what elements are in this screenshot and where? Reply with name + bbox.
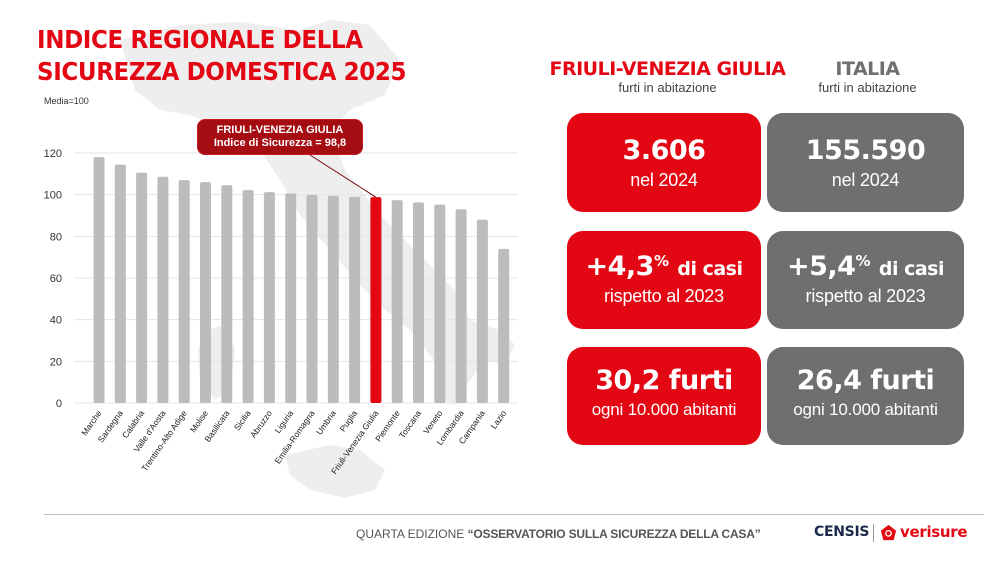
- region-change-unit: di casi: [677, 258, 743, 280]
- bar-umbria: [327, 195, 339, 403]
- bar-campania: [476, 219, 488, 403]
- censis-logo: CENSIS: [814, 524, 870, 540]
- italy-card-total: 155.590 nel 2024: [767, 113, 964, 212]
- x-tick-label: Lazio: [488, 408, 508, 431]
- italy-rate-value: 26,4 furti: [796, 365, 935, 396]
- italy-change-sub: rispetto al 2023: [805, 286, 926, 306]
- y-tick-label: 40: [50, 315, 62, 327]
- bar-veneto: [434, 204, 446, 403]
- region-subtitle: furti in abitazione: [618, 80, 717, 95]
- y-tick-label: 0: [56, 398, 62, 410]
- y-axis-ticks: 0 20 40 60 80 100 120: [44, 148, 62, 410]
- page-title: INDICE REGIONALE DELLA SICUREZZA DOMESTI…: [37, 24, 407, 88]
- bar-trentino-alto-adige: [178, 180, 190, 403]
- italy-change-unit: di casi: [878, 258, 945, 280]
- region-card-total: 3.606 nel 2024: [567, 113, 761, 212]
- bar-abruzzo: [263, 192, 275, 403]
- bar-valle-d-aosta: [157, 176, 169, 403]
- italy-card-rate: 26,4 furti ogni 10.000 abitanti: [767, 347, 964, 445]
- bar-sicilia: [242, 190, 254, 403]
- region-change-sub: rispetto al 2023: [604, 286, 724, 306]
- title-line-1: INDICE REGIONALE DELLA: [37, 25, 363, 54]
- bar-lombardia: [455, 209, 467, 403]
- bar-piemonte: [391, 200, 403, 403]
- y-tick-label: 60: [50, 273, 62, 285]
- region-card-rate: 30,2 furti ogni 10.000 abitanti: [567, 347, 761, 445]
- title-line-2: SICUREZZA DOMESTICA 2025: [37, 57, 407, 86]
- region-total-sub: nel 2024: [630, 170, 698, 190]
- bar-lazio: [498, 248, 510, 403]
- x-tick-label: Abruzzo: [248, 408, 274, 440]
- chart-note: Media=100: [44, 96, 89, 106]
- highlight-callout: FRIULI-VENEZIA GIULIA Indice di Sicurezz…: [197, 119, 363, 155]
- bar-marche: [93, 157, 105, 403]
- region-name: FRIULI-VENEZIA GIULIA: [549, 58, 787, 80]
- callout-region: FRIULI-VENEZIA GIULIA: [216, 124, 344, 136]
- x-tick-label: Umbria: [314, 408, 338, 436]
- region-header: FRIULI-VENEZIA GIULIA furti in abitazion…: [540, 58, 795, 95]
- region-card-change: +4,3% di casi rispetto al 2023: [567, 231, 761, 329]
- footer-observatory: “OSSERVATORIO SULLA SICUREZZA DELLA CASA…: [467, 527, 761, 541]
- bar-basilicata: [221, 185, 233, 403]
- y-tick-label: 20: [50, 356, 62, 368]
- callout-index: Indice di Sicurezza = 98,8: [213, 137, 347, 149]
- bar-molise: [200, 182, 211, 403]
- percent-sign: %: [653, 252, 669, 270]
- footer-edition: QUARTA EDIZIONE: [356, 527, 468, 541]
- italy-subtitle: furti in abitazione: [818, 80, 917, 95]
- bar-emilia-romagna: [306, 194, 318, 403]
- region-rate-value: 30,2 furti: [595, 365, 733, 396]
- bar-toscana: [413, 202, 424, 403]
- x-tick-label: Puglia: [337, 408, 359, 433]
- verisure-house-icon: [880, 524, 897, 540]
- bar-sardegna: [114, 164, 126, 403]
- chart-bars: [93, 157, 510, 403]
- italy-total-sub: nel 2024: [831, 170, 900, 190]
- italy-name: ITALIA: [835, 58, 900, 80]
- verisure-wordmark: verisure: [900, 523, 968, 541]
- italy-header: ITALIA furti in abitazione: [770, 58, 965, 95]
- bar-calabria: [136, 172, 148, 403]
- callout-leader-line: [309, 154, 377, 198]
- x-tick-label: Sicilia: [232, 408, 253, 432]
- bar-friuli-venezia-giulia: [370, 197, 382, 403]
- italy-rate-sub: ogni 10.000 abitanti: [793, 400, 938, 419]
- y-tick-label: 80: [50, 231, 62, 243]
- x-tick-label: Toscana: [397, 408, 424, 440]
- region-total-value: 3.606: [622, 135, 706, 166]
- bar-liguria: [285, 193, 297, 403]
- italy-change-number: +5,4: [786, 251, 856, 282]
- footer-text: QUARTA EDIZIONE “OSSERVATORIO SULLA SICU…: [356, 527, 761, 541]
- percent-sign: %: [855, 252, 870, 270]
- verisure-logo: verisure: [880, 523, 968, 541]
- bar-chart: 0 20 40 60 80 100 120 MarcheSardegnaCalabriaVa…: [44, 148, 518, 476]
- italy-total-value: 155.590: [805, 135, 926, 166]
- y-tick-label: 100: [44, 190, 62, 202]
- italy-card-change: +5,4% di casi rispetto al 2023: [767, 231, 964, 329]
- region-rate-sub: ogni 10.000 abitanti: [591, 400, 737, 419]
- y-tick-label: 120: [44, 148, 62, 160]
- x-tick-label: Emilia-Romagna: [272, 408, 316, 465]
- footer-divider: [44, 514, 984, 515]
- region-change-value: +4,3% di casi: [567, 251, 761, 282]
- bar-puglia: [349, 196, 361, 403]
- italy-change-value: +5,4% di casi: [767, 251, 964, 282]
- logo-separator: [873, 524, 874, 542]
- region-change-number: +4,3: [585, 251, 654, 282]
